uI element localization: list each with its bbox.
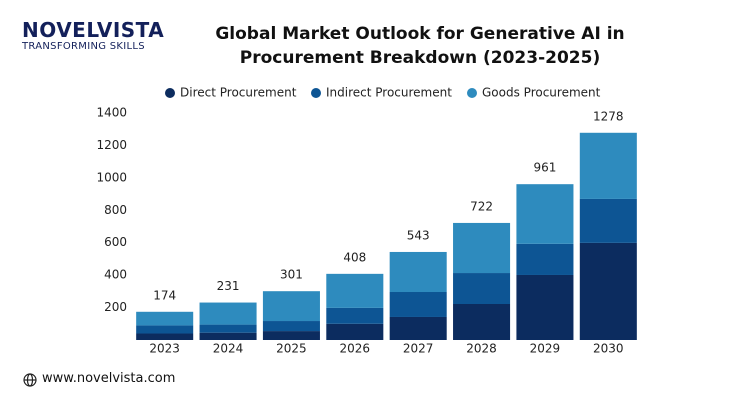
y-tick-label: 600: [104, 235, 127, 249]
bar-segment: [389, 316, 447, 340]
x-tick-label: 2025: [276, 342, 307, 356]
total-label: 722: [470, 199, 493, 213]
bar-segment: [579, 198, 637, 243]
x-tick-label: 2023: [149, 342, 180, 356]
bar-segment: [262, 321, 320, 332]
bar-segment: [326, 323, 384, 340]
legend-label: Goods Procurement: [482, 86, 601, 100]
y-tick-label: 200: [104, 300, 127, 314]
total-label: 301: [280, 268, 303, 282]
bar-segment: [326, 307, 384, 324]
legend-swatch: [165, 88, 175, 98]
x-tick-label: 2030: [593, 342, 624, 356]
bar-segment: [453, 304, 511, 340]
total-label: 1278: [593, 109, 624, 123]
total-label: 231: [217, 279, 240, 293]
bar-segment: [579, 132, 637, 199]
bar-segment: [453, 273, 511, 305]
bar-segment: [199, 324, 257, 333]
x-tick-label: 2028: [466, 342, 497, 356]
bar-segment: [389, 292, 447, 317]
legend-label: Direct Procurement: [180, 86, 297, 100]
bar-segment: [389, 251, 447, 293]
bar-segment: [516, 274, 574, 340]
globe-icon: [23, 373, 37, 387]
x-tick-label: 2027: [403, 342, 434, 356]
legend-swatch: [311, 88, 321, 98]
bar-segment: [136, 311, 194, 326]
total-label: 543: [407, 228, 430, 242]
total-label: 961: [533, 161, 556, 175]
bar-segment: [516, 184, 574, 244]
bar-segment: [262, 291, 320, 322]
total-label: 174: [153, 288, 176, 302]
website: www.novelvista.com: [42, 371, 176, 386]
bar-segment: [199, 332, 257, 340]
total-label: 408: [343, 250, 366, 264]
legend-swatch: [467, 88, 477, 98]
y-tick-label: 1400: [96, 106, 127, 120]
chart-title: Global Market Outlook for Generative AI …: [215, 24, 625, 68]
bar-segment: [199, 302, 257, 325]
bar-segment: [326, 273, 384, 308]
x-tick-label: 2026: [340, 342, 371, 356]
x-tick-label: 2029: [530, 342, 561, 356]
bar-segment: [579, 242, 637, 340]
y-tick-label: 1200: [96, 138, 127, 152]
bar-segment: [516, 243, 574, 275]
y-tick-label: 1000: [96, 170, 127, 184]
logo: NOVELVISTA: [22, 18, 165, 42]
y-tick-label: 800: [104, 203, 127, 217]
bar-segment: [136, 333, 194, 340]
logo-tagline: TRANSFORMING SKILLS: [22, 41, 145, 52]
y-tick-label: 400: [104, 268, 127, 282]
x-tick-label: 2024: [213, 342, 244, 356]
bar-segment: [262, 331, 320, 340]
bar-segment: [136, 325, 194, 334]
legend-label: Indirect Procurement: [326, 86, 452, 100]
bar-segment: [453, 222, 511, 274]
